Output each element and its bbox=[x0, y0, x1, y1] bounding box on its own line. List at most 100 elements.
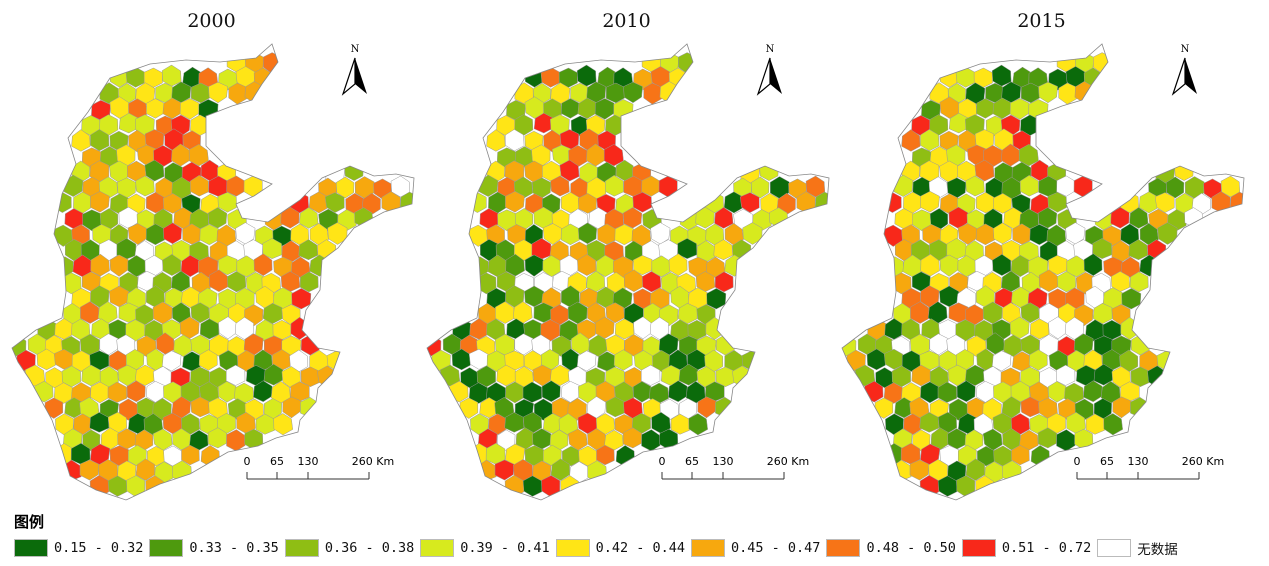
region-cell bbox=[594, 98, 615, 120]
region-cell bbox=[226, 364, 246, 386]
scale-tick-label: 260 Km bbox=[766, 455, 810, 468]
region-cell bbox=[299, 207, 319, 229]
region-cell bbox=[594, 316, 615, 339]
region-cell bbox=[1130, 397, 1150, 418]
legend-swatch bbox=[555, 539, 590, 557]
region-cell bbox=[1103, 413, 1123, 436]
region-cell bbox=[714, 271, 734, 293]
region-cell bbox=[697, 396, 717, 419]
region-cell bbox=[939, 96, 960, 119]
region-cell bbox=[198, 349, 218, 371]
scale-tick-label: 0 bbox=[243, 455, 251, 468]
region-cell bbox=[1029, 224, 1049, 246]
region-cell bbox=[1037, 427, 1057, 449]
region-cell bbox=[623, 81, 643, 104]
choropleth-map bbox=[426, 43, 830, 501]
region-cell bbox=[883, 192, 902, 213]
region-outline bbox=[841, 43, 1245, 501]
legend-item: 0.42 - 0.44 bbox=[555, 539, 686, 557]
region-cell bbox=[603, 144, 624, 167]
region-cell bbox=[713, 239, 734, 261]
region-cell bbox=[300, 397, 320, 418]
region-cell bbox=[965, 458, 985, 481]
region-cell bbox=[1165, 176, 1185, 199]
legend-item: 0.45 - 0.47 bbox=[691, 539, 820, 557]
scale-tick-label: 65 bbox=[270, 455, 284, 468]
legend-item: 0.33 - 0.35 bbox=[149, 539, 279, 557]
region-cell bbox=[1030, 445, 1051, 467]
region-cell bbox=[1129, 207, 1149, 229]
region-cell bbox=[163, 222, 182, 245]
region-cell bbox=[641, 364, 661, 386]
region-cell bbox=[910, 301, 930, 324]
region-cell bbox=[911, 364, 931, 387]
region-cell bbox=[208, 269, 229, 292]
region-cell bbox=[550, 458, 570, 481]
region-outline bbox=[426, 43, 830, 501]
region-cell bbox=[632, 381, 652, 403]
region-cell bbox=[1019, 175, 1039, 197]
legend: 0.15 - 0.32 0.33 - 0.35 0.36 - 0.38 0.39 - … bbox=[14, 537, 1184, 559]
region-cell bbox=[920, 381, 940, 404]
scale-bar: 0 65 130 260 Km bbox=[1073, 455, 1224, 491]
region-cell bbox=[883, 348, 904, 370]
region-cell bbox=[162, 412, 183, 434]
region-cell bbox=[939, 254, 959, 277]
region-cell bbox=[468, 192, 487, 213]
region-cell bbox=[189, 175, 209, 197]
scale-tick-label: 65 bbox=[685, 455, 699, 468]
region-cell bbox=[714, 207, 734, 229]
region-cell bbox=[162, 254, 182, 276]
region-cell bbox=[965, 175, 985, 197]
region-cell bbox=[540, 319, 561, 342]
region-cell bbox=[228, 82, 248, 105]
region-cell bbox=[559, 159, 580, 182]
region-cell bbox=[1048, 255, 1068, 276]
legend-label: 0.42 - 0.44 bbox=[595, 540, 686, 556]
region-cell bbox=[614, 224, 634, 246]
region-cell bbox=[107, 381, 127, 403]
scale-tick-label: 260 Km bbox=[351, 455, 395, 468]
legend-label: 0.36 - 0.38 bbox=[324, 540, 415, 556]
panel-year-title: 2010 bbox=[602, 10, 651, 32]
region-cell bbox=[218, 255, 238, 276]
region-cell bbox=[253, 253, 273, 276]
region-cell bbox=[577, 350, 597, 372]
region-cell bbox=[641, 429, 661, 452]
legend-swatch bbox=[284, 539, 319, 557]
region-cell bbox=[624, 334, 644, 357]
region-cell bbox=[805, 175, 826, 198]
region-cell bbox=[179, 316, 200, 339]
region-cell bbox=[874, 397, 894, 419]
region-cell bbox=[982, 398, 1002, 421]
region-cell bbox=[282, 396, 302, 419]
region-cell bbox=[126, 380, 146, 403]
region-cell bbox=[127, 223, 147, 245]
region-cell bbox=[505, 381, 525, 404]
region-cell bbox=[649, 316, 669, 340]
region-cell bbox=[1121, 288, 1142, 310]
region-cell bbox=[144, 159, 165, 182]
region-cell bbox=[1038, 81, 1058, 104]
region-cell bbox=[156, 332, 175, 355]
region-cell bbox=[1047, 381, 1067, 403]
region-cell bbox=[1020, 302, 1040, 324]
map-panel-2015: 2015 N 0 65 130 260 Km bbox=[830, 0, 1253, 505]
region-cell bbox=[677, 238, 698, 259]
region-cell bbox=[495, 301, 515, 324]
region-cell bbox=[53, 382, 74, 404]
scale-bar: 0 65 130 260 Km bbox=[243, 455, 395, 491]
region-cell bbox=[71, 129, 91, 152]
region-cell bbox=[299, 271, 319, 293]
region-cell bbox=[486, 129, 506, 152]
region-cell bbox=[623, 269, 644, 292]
region-cell bbox=[615, 445, 636, 467]
region-cell bbox=[678, 363, 699, 386]
region-cell bbox=[53, 348, 74, 370]
region-cell bbox=[668, 380, 688, 403]
region-cell bbox=[324, 192, 345, 213]
region-cell bbox=[327, 222, 348, 245]
region-cell bbox=[217, 192, 237, 213]
scale-tick-label: 130 bbox=[297, 455, 319, 468]
region-cell bbox=[162, 350, 182, 372]
